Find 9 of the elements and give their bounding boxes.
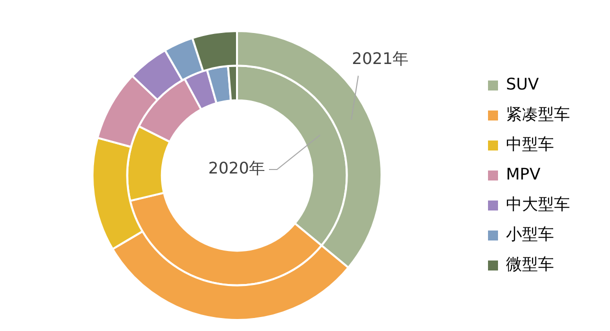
- legend-label: 紧凑型车: [506, 104, 570, 124]
- legend-label: SUV: [506, 74, 539, 94]
- legend-label: MPV: [506, 164, 540, 184]
- legend-label: 微型车: [506, 254, 554, 274]
- legend-label: 中大型车: [506, 194, 570, 214]
- slice-label: 2021年: [352, 48, 409, 68]
- slice-label: 2020年: [208, 158, 265, 178]
- legend-label: 小型车: [506, 224, 554, 244]
- legend-label: 中型车: [506, 134, 554, 154]
